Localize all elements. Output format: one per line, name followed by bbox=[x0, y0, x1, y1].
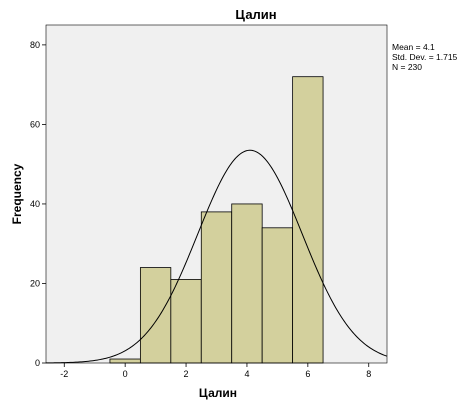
histogram-bars bbox=[109, 76, 324, 364]
histogram-bar bbox=[261, 227, 294, 364]
plot-frame bbox=[45, 24, 388, 364]
chart-title: Цалин bbox=[235, 7, 276, 22]
normal-curve bbox=[45, 149, 388, 364]
y-axis: 0 20 40 60 80 bbox=[30, 40, 46, 368]
y-axis-title: Frequency bbox=[10, 163, 24, 224]
x-tick-label: 6 bbox=[305, 369, 310, 379]
y-tick-label: 0 bbox=[35, 358, 40, 368]
y-tick-label: 80 bbox=[30, 40, 40, 50]
y-tick-label: 40 bbox=[30, 199, 40, 209]
x-tick-label: 2 bbox=[184, 369, 189, 379]
x-tick-label: 0 bbox=[123, 369, 128, 379]
stat-mean: Mean = 4.1 bbox=[392, 42, 435, 52]
histogram-bar bbox=[170, 279, 202, 364]
x-tick-label: 4 bbox=[244, 369, 249, 379]
y-tick-label: 20 bbox=[30, 278, 40, 288]
histogram-bar bbox=[139, 267, 172, 364]
stat-n: N = 230 bbox=[392, 62, 422, 72]
histogram-bar bbox=[109, 358, 141, 364]
histogram-bar bbox=[200, 211, 233, 364]
x-tick-label: 8 bbox=[366, 369, 371, 379]
histogram-bar bbox=[292, 76, 324, 364]
x-axis: -2 0 2 4 6 8 bbox=[60, 363, 371, 379]
y-tick-label: 60 bbox=[30, 119, 40, 129]
x-tick-label: -2 bbox=[60, 369, 68, 379]
histogram-bar bbox=[231, 203, 263, 364]
statistics-legend: Mean = 4.1 Std. Dev. = 1.715 N = 230 bbox=[392, 42, 458, 72]
stat-std-dev: Std. Dev. = 1.715 bbox=[392, 52, 458, 62]
x-axis-title: Цалин bbox=[199, 386, 237, 400]
